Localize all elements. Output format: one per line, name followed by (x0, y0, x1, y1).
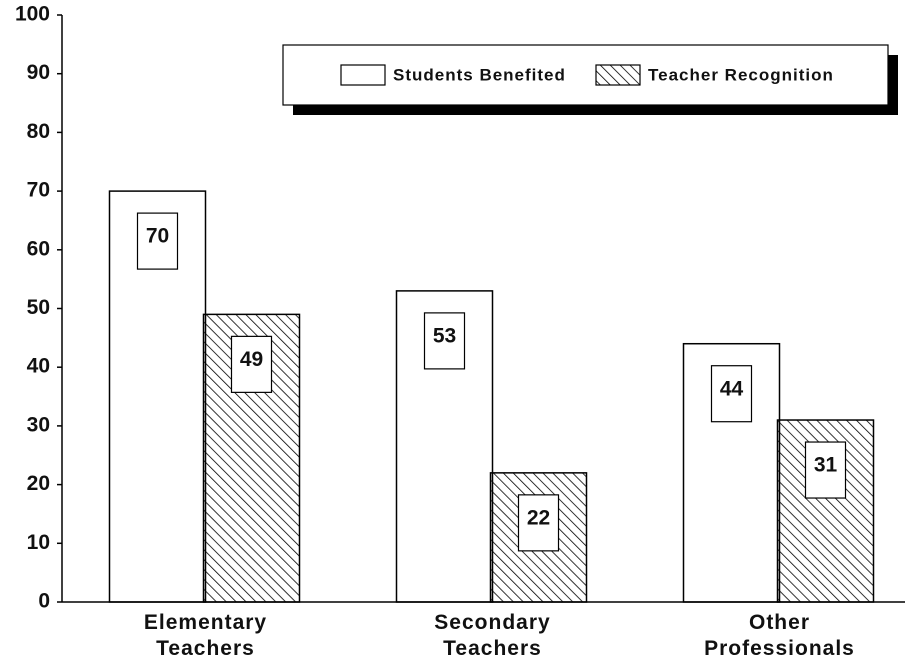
y-tick-label: 0 (38, 590, 50, 613)
value-label: 53 (433, 324, 456, 347)
y-tick-label: 90 (27, 61, 50, 84)
y-tick-label: 60 (27, 237, 50, 260)
value-label-box (517, 494, 560, 552)
value-label: 44 (720, 377, 744, 400)
value-label: 70 (146, 225, 169, 248)
y-tick-label: 70 (27, 179, 50, 202)
value-label: 22 (527, 506, 550, 529)
x-tick-label: Elementary Teachers (143, 611, 268, 660)
value-label-box (136, 212, 179, 270)
value-label-box (230, 335, 273, 393)
legend-swatch (595, 64, 641, 86)
x-tick-label: Other Professionals (704, 611, 855, 660)
y-tick-label: 100 (15, 3, 50, 26)
legend-label: Teacher Recognition (648, 65, 834, 84)
y-tick-label: 10 (27, 531, 50, 554)
y-tick-label: 40 (27, 355, 50, 378)
value-label: 49 (240, 348, 263, 371)
value-label-box (710, 365, 753, 423)
y-tick-label: 80 (27, 120, 50, 143)
value-label-box (804, 441, 847, 499)
x-tick-label: Secondary Teachers (434, 611, 551, 660)
legend-label: Students Benefited (393, 65, 566, 84)
value-label-box (423, 312, 466, 370)
value-label: 31 (814, 454, 838, 477)
y-tick-label: 20 (27, 472, 50, 495)
legend-swatch (340, 64, 386, 86)
y-tick-label: 50 (27, 296, 50, 319)
y-tick-label: 30 (27, 413, 50, 436)
